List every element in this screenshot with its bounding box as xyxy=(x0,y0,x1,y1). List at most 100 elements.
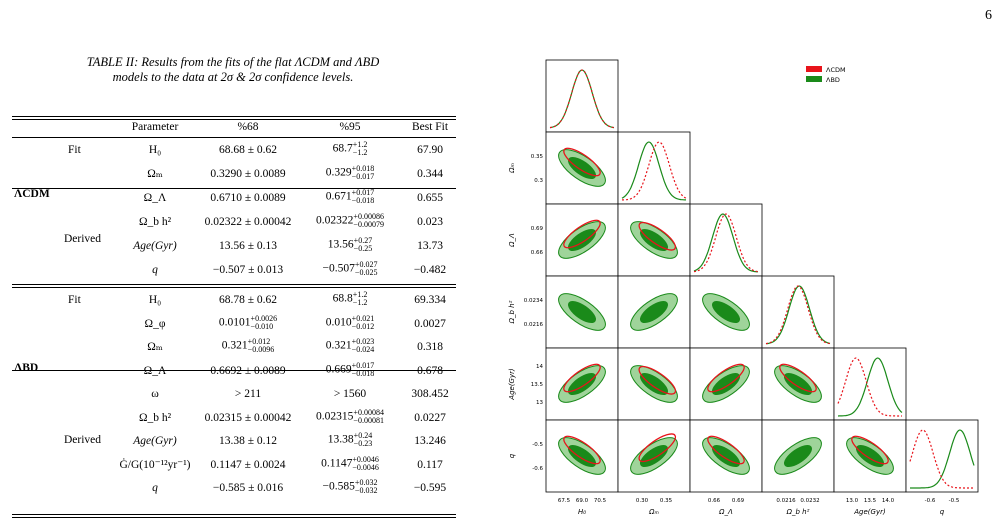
x-label-2: Ω_Λ xyxy=(718,508,733,516)
lcdm-row-c95: −0.507 +0.027 −0.025 xyxy=(322,260,378,277)
lcdm-row-c68: 0.02322 ± 0.00042 xyxy=(204,216,292,228)
lcdm-contour-4-2 xyxy=(707,363,745,393)
x-tick-4-2: 14.0 xyxy=(882,498,895,504)
x-tick-4-1: 13.5 xyxy=(864,498,877,504)
lbd-row-c95: 0.321 +0.023 −0.024 xyxy=(325,337,375,354)
lcdm-row-c68: −0.507 ± 0.013 xyxy=(212,264,284,276)
table-header-1: %68 xyxy=(237,121,259,133)
x-tick-1-0: 0.30 xyxy=(636,498,649,504)
table-header-3: Best Fit xyxy=(411,121,449,133)
lcdm-row-c68: 0.3290 ± 0.0089 xyxy=(210,168,286,180)
lcdm-row-param: Ω_b h² xyxy=(138,216,172,228)
page-number: 6 xyxy=(985,8,992,23)
lcdm-marginal-0 xyxy=(549,69,615,129)
x-tick-4-0: 13.0 xyxy=(846,498,859,504)
lbd-row-best: 69.334 xyxy=(414,294,446,306)
lbd-row-c68: 68.78 ± 0.62 xyxy=(218,294,278,306)
legend-label-lbd: ΛBD xyxy=(826,76,840,84)
x-label-5: q xyxy=(940,508,945,516)
lbd-mid-rule xyxy=(12,370,456,371)
y-tick-4-0: -0.5 xyxy=(532,442,543,448)
x-tick-3-1: 0.0232 xyxy=(800,498,819,504)
lbd-row-best: 0.117 xyxy=(417,458,443,471)
lbd-marginal-2 xyxy=(693,213,758,273)
y-tick-1-0: 0.69 xyxy=(531,226,544,232)
lcdm-contour-5-2 xyxy=(707,435,745,465)
lbd-row-best: 308.452 xyxy=(411,388,449,400)
lcdm-row-c68: 68.68 ± 0.62 xyxy=(218,144,278,156)
lcdm-row-param: q xyxy=(152,264,158,276)
table-top-rule xyxy=(12,116,456,117)
panel-1-1 xyxy=(617,131,691,205)
lbd-row-param: Ġ/G(10⁻¹²yr⁻¹) xyxy=(119,458,191,471)
lcdm-row-c95: 68.7 +1.2 −1.2 xyxy=(332,140,368,157)
lbd-row-c95: −0.585 +0.032 −0.032 xyxy=(322,478,378,495)
y-tick-0-0: 0.35 xyxy=(531,154,544,160)
lbd-row-param: ω xyxy=(151,388,159,400)
lcdm-contour-4-0 xyxy=(563,363,601,393)
lcdm-marginal-1 xyxy=(622,141,687,201)
lcdm-row-best: 0.344 xyxy=(417,168,443,180)
lbd-contour-68-5-3 xyxy=(784,444,812,468)
lbd-row-c95: 0.669 +0.017 −0.018 xyxy=(325,360,375,378)
legend-label-lcdm: ΛCDM xyxy=(826,66,846,74)
lbd-row-c95: 68.8 +1.2 −1.2 xyxy=(332,290,368,307)
y-tick-2-1: 0.0216 xyxy=(524,322,544,328)
lcdm-row-best: −0.482 xyxy=(413,264,447,276)
lcdm-row-param: Age(Gyr) xyxy=(133,240,177,252)
lcdm-row-param: Ω_Λ xyxy=(143,192,167,204)
lcdm-contour-4-3 xyxy=(779,363,817,393)
lbd-row-param: Ω_b h² xyxy=(138,411,172,424)
lcdm-row-best: 0.655 xyxy=(417,192,443,204)
table-caption: TABLE II: Results from the fits of the f… xyxy=(6,55,460,85)
x-tick-0-0: 67.5 xyxy=(558,498,571,504)
y-label-2: Ω_b h² xyxy=(508,300,516,324)
legend-swatch-lbd xyxy=(806,76,822,82)
lbd-row-best: 13.246 xyxy=(414,435,446,447)
panel-3-3 xyxy=(761,275,835,349)
lcdm-contour-5-0 xyxy=(563,435,601,465)
y-tick-4-1: -0.6 xyxy=(532,466,543,472)
y-tick-3-2: 13 xyxy=(536,400,543,406)
lbd-row-c68: 13.38 ± 0.12 xyxy=(218,435,278,447)
x-tick-2-0: 0.66 xyxy=(708,498,721,504)
lbd-derived-label: Derived xyxy=(64,434,102,446)
lcdm-contour-5-1 xyxy=(638,433,677,463)
lcdm-row-param: Ωₘ xyxy=(147,168,163,180)
lcdm-row-best: 0.023 xyxy=(417,216,443,228)
y-label-3: Age(Gyr) xyxy=(508,368,516,401)
lcdm-contour-5-4 xyxy=(851,435,889,465)
x-tick-5-0: -0.6 xyxy=(925,498,936,504)
lcdm-derived-label: Derived xyxy=(64,233,102,245)
lbd-row-c95: 13.38 +0.24 −0.23 xyxy=(327,431,373,448)
x-tick-0-1: 69.0 xyxy=(576,498,589,504)
lbd-row-c95: > 1560 xyxy=(333,388,367,400)
lbd-row-c68: > 211 xyxy=(234,388,262,400)
lcdm-row-c68: 0.6710 ± 0.0089 xyxy=(210,192,286,204)
lcdm-marginal-2 xyxy=(693,213,759,273)
lbd-row-c68: 0.1147 ± 0.0024 xyxy=(210,458,286,471)
lbd-row-c95: 0.02315 +0.00084 −0.00081 xyxy=(316,407,384,425)
y-label-0: Ωₘ xyxy=(508,163,516,174)
lbd-row-param: q xyxy=(152,482,158,494)
lcdm-row-c95: 0.329 +0.018 −0.017 xyxy=(325,164,375,181)
header-rule xyxy=(12,137,456,138)
lbd-row-best: −0.595 xyxy=(413,482,447,494)
lbd-row-best: 0.318 xyxy=(417,341,443,353)
x-tick-0-2: 70.5 xyxy=(594,498,607,504)
lcdm-fit-label: Fit xyxy=(68,144,81,156)
y-tick-1-1: 0.66 xyxy=(531,250,544,256)
corner-plot: H₀ 67.5 69.0 70.5 Ωₘ 0.30 0.35 Ω_Λ 0.66 0.69 Ω_b h… xyxy=(508,59,979,516)
x-label-0: H₀ xyxy=(578,508,586,516)
lcdm-row-c95: 0.02322 +0.00086 −0.00079 xyxy=(316,212,384,229)
x-tick-5-1: -0.5 xyxy=(949,498,960,504)
lbd-row-best: 0.0027 xyxy=(414,317,446,330)
lcdm-marginal-3 xyxy=(765,285,831,345)
lcdm-bottom-rule xyxy=(12,287,456,288)
lbd-contour-68-3-2 xyxy=(712,300,740,324)
y-tick-3-1: 13.5 xyxy=(531,382,544,388)
lbd-row-c95: 0.1147 +0.0046 −0.0046 xyxy=(321,454,379,472)
lcdm-row-c68: 13.56 ± 0.13 xyxy=(218,240,278,252)
lcdm-model-label: ΛCDM xyxy=(14,188,50,200)
table-header-0: Parameter xyxy=(131,121,179,133)
